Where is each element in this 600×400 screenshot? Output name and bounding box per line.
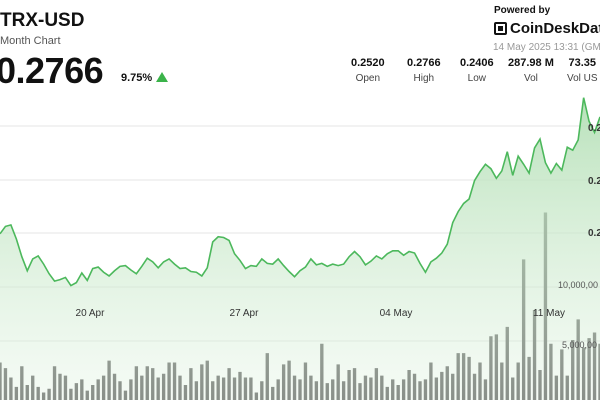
stat-label: Vol US bbox=[567, 73, 598, 84]
x-tick-label: 27 Apr bbox=[230, 308, 260, 319]
brand-name: CoinDeskData bbox=[510, 20, 600, 37]
y-tick-label: 0.2 bbox=[588, 228, 600, 239]
price-change: 9.75% bbox=[121, 72, 153, 84]
stat-label: Open bbox=[355, 73, 381, 84]
y-tick-label: 0.2 bbox=[588, 176, 600, 187]
brand-logo[interactable]: CoinDeskData bbox=[494, 20, 600, 37]
stat-value: 287.98 M bbox=[508, 57, 554, 69]
pair-title: TRX-USD bbox=[0, 10, 85, 31]
chart-subtitle: Month Chart bbox=[0, 35, 61, 47]
stat-label: Vol bbox=[523, 73, 538, 84]
stat-high: 0.2766 High bbox=[407, 57, 441, 84]
up-arrow-icon bbox=[156, 72, 168, 82]
x-tick-label: 04 May bbox=[380, 308, 413, 319]
y-axis-labels: 0.2 0.2 0.2 10,000,00 5,000,00 bbox=[558, 123, 600, 350]
x-axis-labels: 20 Apr 27 Apr 04 May 11 May bbox=[76, 308, 565, 319]
stat-label: High bbox=[413, 73, 435, 84]
y-tick-label: 0.2 bbox=[588, 123, 600, 134]
stat-value: 73.35 bbox=[568, 57, 597, 69]
x-tick-label: 20 Apr bbox=[76, 308, 106, 319]
volume-tick-label: 10,000,00 bbox=[558, 280, 598, 290]
volume-tick-label: 5,000,00 bbox=[562, 340, 597, 350]
powered-by-label: Powered by bbox=[494, 5, 551, 16]
current-price: 0.2766 bbox=[0, 50, 104, 91]
stat-value: 0.2406 bbox=[460, 57, 494, 69]
coindesk-logo-icon bbox=[494, 22, 507, 35]
price-line bbox=[0, 97, 600, 287]
timestamp: 14 May 2025 13:31 (GMT bbox=[493, 42, 600, 53]
stat-open: 0.2520 Open bbox=[351, 57, 385, 84]
stat-volume-usd: 73.35 Vol US bbox=[567, 57, 598, 84]
x-tick-label: 11 May bbox=[533, 308, 565, 319]
price-area bbox=[0, 97, 600, 400]
stat-value: 0.2520 bbox=[351, 57, 385, 69]
stat-volume: 287.98 M Vol bbox=[508, 57, 554, 84]
stat-low: 0.2406 Low bbox=[460, 57, 494, 84]
stat-label: Low bbox=[467, 73, 486, 84]
stat-value: 0.2766 bbox=[407, 57, 441, 69]
